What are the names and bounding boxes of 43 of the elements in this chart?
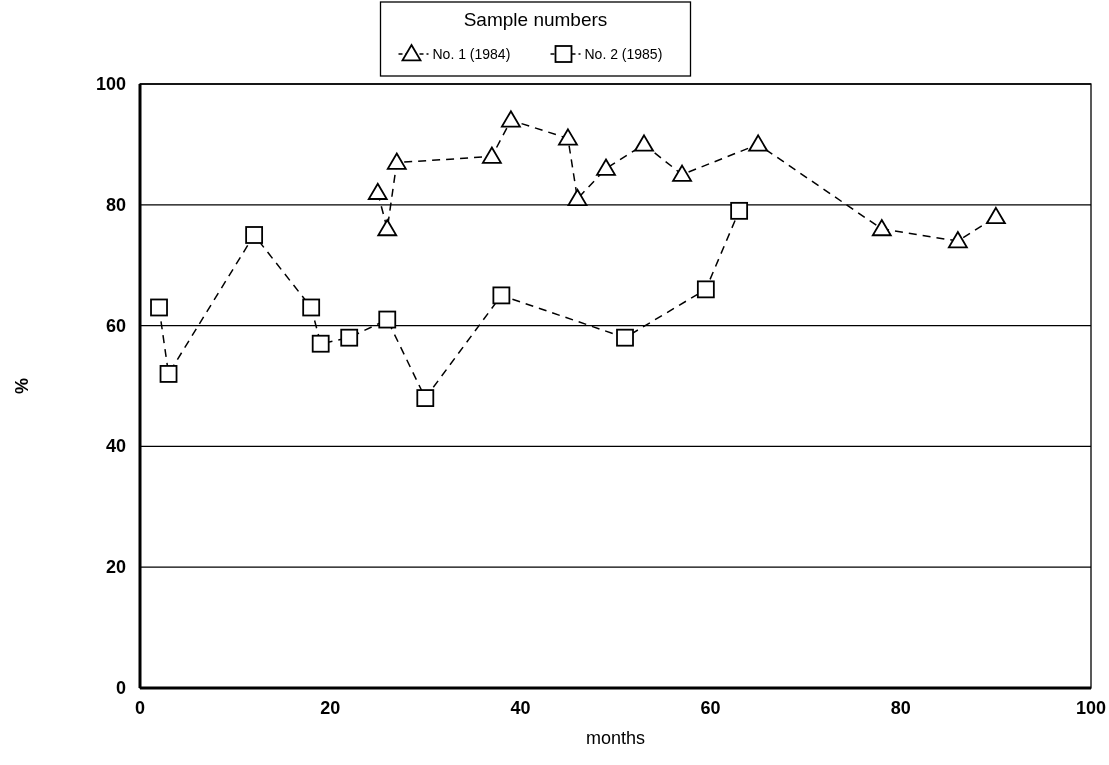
point: [696, 280, 715, 299]
point: [500, 110, 521, 128]
point: [634, 134, 654, 152]
point: [367, 182, 388, 200]
x-tick-label: 80: [890, 698, 911, 718]
legend-label: No. 2 (1985): [584, 46, 663, 62]
point: [986, 206, 1006, 225]
y-axis-title: %: [12, 377, 32, 395]
point: [481, 146, 502, 164]
x-tick-label: 100: [1075, 698, 1107, 718]
point: [871, 219, 892, 237]
x-tick-label: 60: [700, 698, 721, 718]
point: [492, 286, 511, 305]
point: [386, 152, 407, 170]
x-axis-title: months: [585, 728, 646, 748]
point: [245, 226, 264, 244]
legend-label: No. 1 (1984): [432, 46, 511, 62]
point: [596, 158, 616, 176]
point: [567, 188, 588, 206]
point: [378, 310, 397, 329]
point: [340, 328, 359, 347]
x-tick-label: 20: [320, 698, 341, 718]
point: [558, 128, 578, 146]
point: [150, 298, 168, 317]
point: [302, 298, 321, 317]
point: [159, 365, 178, 383]
y-tick-label: 100: [95, 74, 126, 94]
point: [947, 231, 968, 249]
point: [748, 134, 769, 152]
legend-title: Sample numbers: [463, 9, 608, 30]
point: [416, 389, 435, 407]
point: [616, 328, 634, 347]
x-tick-label: 0: [134, 698, 146, 718]
y-tick-label: 80: [105, 194, 126, 215]
y-tick-label: 20: [105, 557, 126, 578]
point: [672, 164, 692, 182]
x-tick-label: 40: [510, 698, 531, 718]
y-tick-label: 60: [105, 315, 126, 336]
y-tick-label: 40: [105, 436, 126, 457]
y-tick-label: 0: [115, 678, 126, 698]
point: [311, 334, 330, 353]
point: [377, 219, 398, 237]
point: [730, 201, 749, 220]
